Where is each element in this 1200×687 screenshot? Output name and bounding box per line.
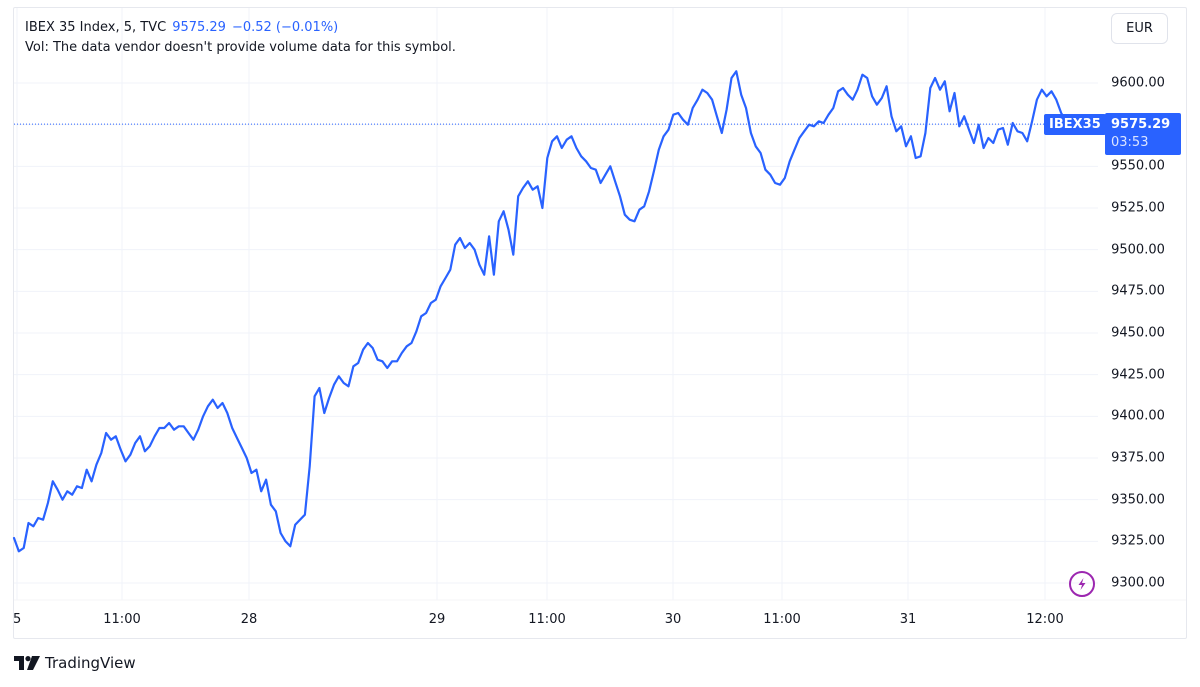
time-axis-label: 12:00 [1026,612,1064,627]
time-axis-label: 31 [899,612,917,627]
last-price-value: 9575.29 [172,20,226,35]
price-axis-label: 9300.00 [1111,575,1165,591]
time-axis-label: 5 [13,612,22,627]
time-axis-label: 11:00 [528,612,566,627]
lightning-bolt-icon[interactable] [1069,571,1095,597]
price-line [12,70,1068,553]
time-axis-label: 29 [428,612,446,627]
price-axis-label: 9425.00 [1111,367,1165,383]
grid-lines [14,8,1186,601]
volume-note: Vol: The data vendor doesn't provide vol… [25,40,456,55]
price-axis-label: 9350.00 [1111,492,1165,508]
price-axis-label: 9475.00 [1111,283,1165,299]
time-axis-label: 11:00 [103,612,141,627]
price-change: −0.52 (−0.01%) [231,20,339,35]
symbol-tag: IBEX35 [1044,114,1106,135]
time-axis-label: 28 [240,612,258,627]
bar-countdown: 03:53 [1111,135,1149,150]
symbol-title[interactable]: IBEX 35 Index, 5, TVC [25,20,167,35]
price-axis-label: 9500.00 [1111,242,1165,258]
price-axis-label: 9600.00 [1111,75,1165,91]
time-axis-label: 30 [664,612,682,627]
price-axis-label: 9525.00 [1111,200,1165,216]
time-axis-label: 11:00 [763,612,801,627]
brand-name: TradingView [45,654,136,672]
currency-button[interactable]: EUR [1111,13,1168,44]
bolt-glyph-icon [1078,578,1086,590]
price-axis-label: 9550.00 [1111,158,1165,174]
price-axis-label: 9325.00 [1111,533,1165,549]
chart-frame[interactable] [13,7,1187,639]
tradingview-brand[interactable]: TradingView [14,654,136,672]
last-price-tag: 9575.29 03:53 [1105,113,1181,155]
price-axis-label: 9400.00 [1111,408,1165,424]
price-axis-label: 9450.00 [1111,325,1165,341]
price-axis-label: 9375.00 [1111,450,1165,466]
last-price-tag-value: 9575.29 [1111,117,1171,132]
chart-legend: IBEX 35 Index, 5, TVC 9575.29 −0.52 (−0.01… [25,18,456,58]
tradingview-logo-icon [14,656,40,670]
